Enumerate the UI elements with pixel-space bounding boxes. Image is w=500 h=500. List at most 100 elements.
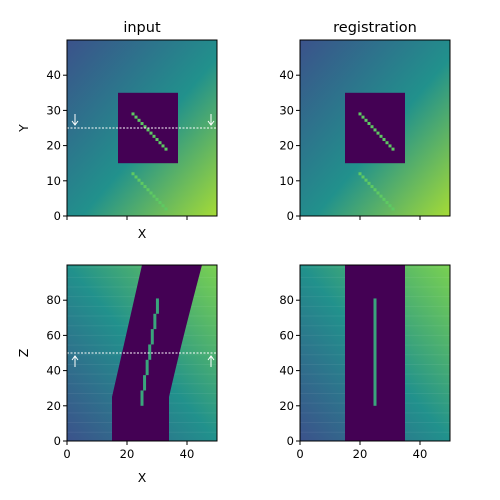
diagonal-line-inner [152, 134, 156, 138]
diagonal-line-inner [134, 115, 138, 119]
diagonal-line-outer [388, 204, 392, 208]
center-line [373, 298, 377, 406]
diagonal-line-outer [370, 185, 374, 189]
axes-frame [66, 39, 218, 217]
diagonal-line-outer [146, 188, 150, 192]
y-tick-label: 0 [54, 209, 61, 223]
x-axis-label: X [138, 226, 147, 241]
diagonal-line-inner [140, 122, 144, 126]
y-tick-label: 10 [46, 174, 61, 188]
x-tick-labels: 0 20 40 [63, 441, 194, 461]
diagonal-line-outer [152, 194, 156, 198]
panel-input-xz: 0 20 40 60 80 0 20 40 X Z [16, 264, 218, 485]
diagonal-line-inner [388, 144, 392, 148]
axes-frame [299, 264, 451, 442]
x-tick-labels [66, 216, 188, 220]
heatmap-plot [299, 264, 451, 442]
y-tick-label: 0 [287, 434, 294, 448]
marker-arrowhead-icon [71, 355, 79, 361]
center-line-segment [140, 390, 144, 406]
diagonal-line-outer [143, 185, 147, 189]
y-tick-label: 40 [46, 68, 61, 82]
diagonal-line-outer [137, 178, 141, 182]
diagonal-line-inner [376, 131, 380, 135]
diagonal-line-outer [358, 172, 362, 176]
diagonal-line-outer [161, 204, 165, 208]
y-tick-label: 20 [279, 399, 294, 413]
y-tick-label: 60 [279, 328, 294, 342]
heatmap-plot [66, 39, 218, 217]
diagonal-line-inner [146, 128, 150, 132]
diagonal-line-outer [364, 178, 368, 182]
dark-square [345, 92, 405, 164]
y-tick-label: 30 [46, 103, 61, 117]
diagonal-line-outer [155, 197, 159, 201]
diagonal-line-outer [134, 175, 138, 179]
y-axis-label: Y [16, 124, 31, 133]
diagonal-line-outer [382, 197, 386, 201]
y-tick-labels: 0 10 20 30 40 [46, 68, 67, 223]
diagonal-line-inner [379, 134, 383, 138]
center-line-segment [143, 375, 147, 391]
diagonal-line-outer [131, 172, 135, 176]
diagonal-line-inner [149, 131, 153, 135]
diagonal-line-outer [379, 194, 383, 198]
y-tick-label: 20 [279, 139, 294, 153]
diagonal-line-outer [140, 181, 144, 185]
y-tick-label: 60 [46, 328, 61, 342]
y-tick-label: 40 [46, 364, 61, 378]
y-tick-label: 30 [279, 103, 294, 117]
diagonal-line-inner [361, 115, 365, 119]
y-tick-label: 20 [46, 139, 61, 153]
center-line-segment [148, 344, 152, 360]
y-tick-label: 0 [287, 209, 294, 223]
y-tick-labels: 0 20 40 60 80 [279, 293, 300, 448]
marker-arrowhead-icon [71, 120, 79, 126]
diagonal-line-inner [164, 147, 168, 151]
y-tick-label: 0 [54, 434, 61, 448]
diagonal-line-outer [164, 207, 168, 211]
center-line-segment [150, 329, 154, 345]
x-tick-labels [299, 216, 421, 220]
x-tick-labels: 0 20 40 [296, 441, 427, 461]
heatmap-plot [299, 39, 451, 217]
marker-arrowhead-icon [207, 355, 215, 361]
diagonal-line-inner [370, 125, 374, 129]
y-tick-labels: 0 10 20 30 40 [279, 68, 300, 223]
x-tick-label: 20 [120, 447, 135, 461]
axes-frame [299, 39, 451, 217]
diagonal-line-inner [155, 138, 159, 142]
y-tick-label: 40 [279, 364, 294, 378]
center-line-segment [153, 313, 157, 330]
diagonal-line-outer [376, 191, 380, 195]
diagonal-line-inner [131, 112, 135, 116]
diagonal-line-inner [382, 138, 386, 142]
heatmap-plot [66, 264, 218, 442]
dark-band [112, 265, 202, 441]
panel-title: registration [333, 20, 417, 36]
y-tick-label: 10 [279, 174, 294, 188]
diagonal-line-inner [161, 144, 165, 148]
diagonal-line-outer [158, 201, 162, 205]
y-tick-label: 20 [46, 399, 61, 413]
diagonal-line-outer [385, 201, 389, 205]
x-axis-label: X [138, 470, 147, 485]
diagonal-line-inner [367, 122, 371, 126]
y-tick-label: 40 [279, 68, 294, 82]
y-tick-label: 80 [46, 293, 61, 307]
panel-registration-xz: 0 20 40 60 80 0 20 40 [279, 264, 451, 461]
diagonal-line-outer [149, 191, 153, 195]
diagonal-line-outer [361, 175, 365, 179]
center-line-segment [145, 359, 149, 376]
x-tick-label: 0 [296, 447, 303, 461]
panel-input-xy: input 0 10 20 30 40 X Y [16, 20, 218, 241]
diagonal-line-inner [364, 118, 368, 122]
axes-frame [66, 264, 218, 442]
diagonal-line-outer [367, 181, 371, 185]
diagonal-line-outer [391, 207, 395, 211]
marker-arrowhead-icon [207, 120, 215, 126]
diagonal-line-inner [137, 118, 141, 122]
diagonal-line-outer [373, 188, 377, 192]
y-tick-labels: 0 20 40 60 80 [46, 293, 67, 448]
panel-registration-xy: registration 0 10 20 30 40 [279, 20, 451, 223]
